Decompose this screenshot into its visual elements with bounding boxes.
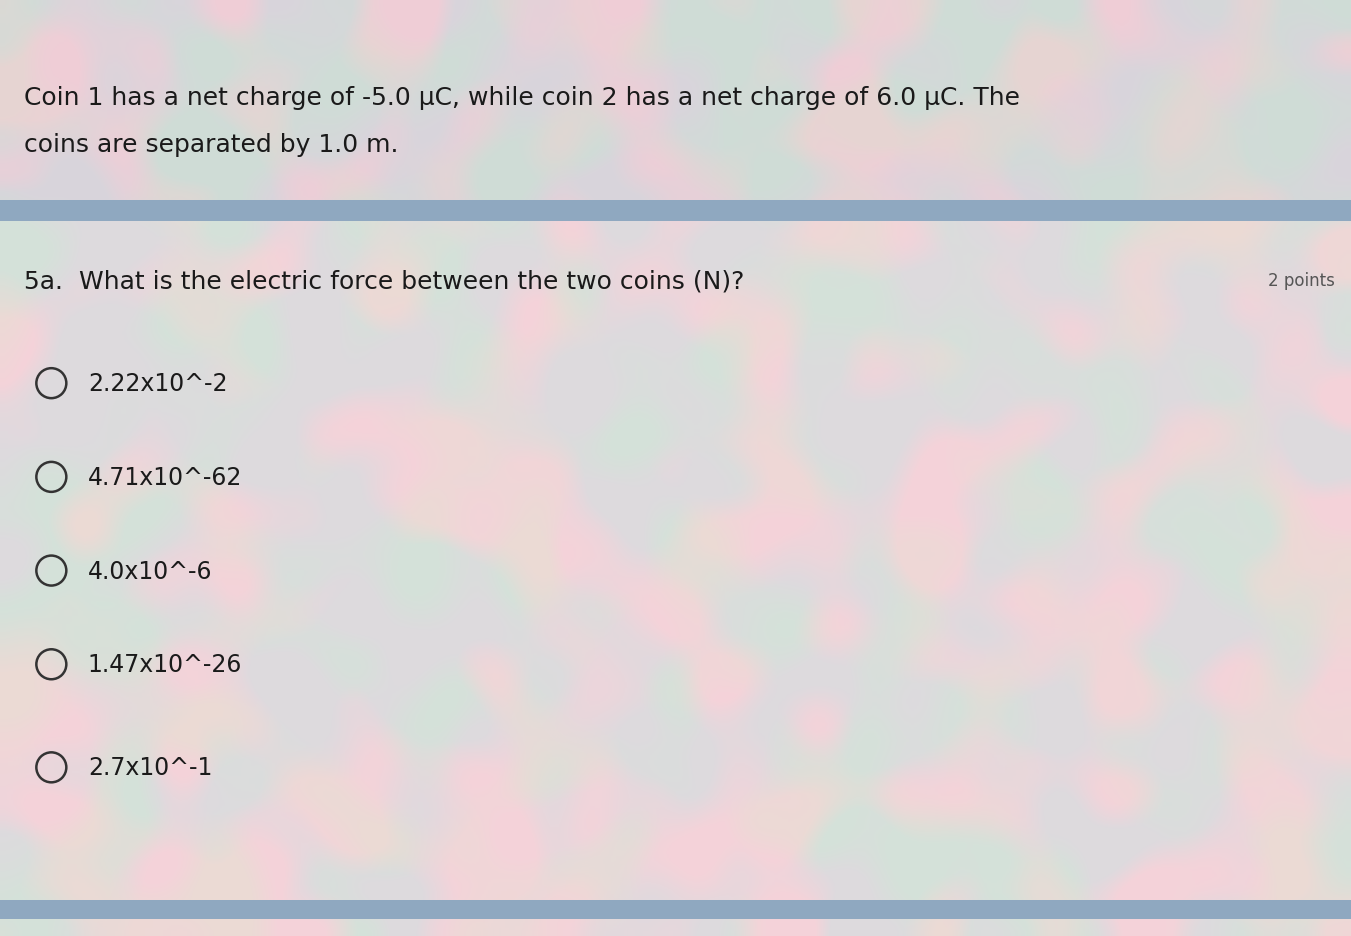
Bar [0,201,1351,222]
Text: 4.71x10^-62: 4.71x10^-62 [88,465,242,490]
Bar [0,900,1351,919]
Text: coins are separated by 1.0 m.: coins are separated by 1.0 m. [24,133,399,157]
Text: 1.47x10^-26: 1.47x10^-26 [88,652,242,677]
Text: 5a.  What is the electric force between the two coins (N)?: 5a. What is the electric force between t… [24,269,744,293]
Text: 2.22x10^-2: 2.22x10^-2 [88,372,227,396]
Text: 2 points: 2 points [1267,271,1335,290]
Text: Coin 1 has a net charge of -5.0 μC, while coin 2 has a net charge of 6.0 μC. The: Coin 1 has a net charge of -5.0 μC, whil… [24,86,1020,110]
Text: 4.0x10^-6: 4.0x10^-6 [88,559,212,583]
Text: 2.7x10^-1: 2.7x10^-1 [88,755,212,780]
